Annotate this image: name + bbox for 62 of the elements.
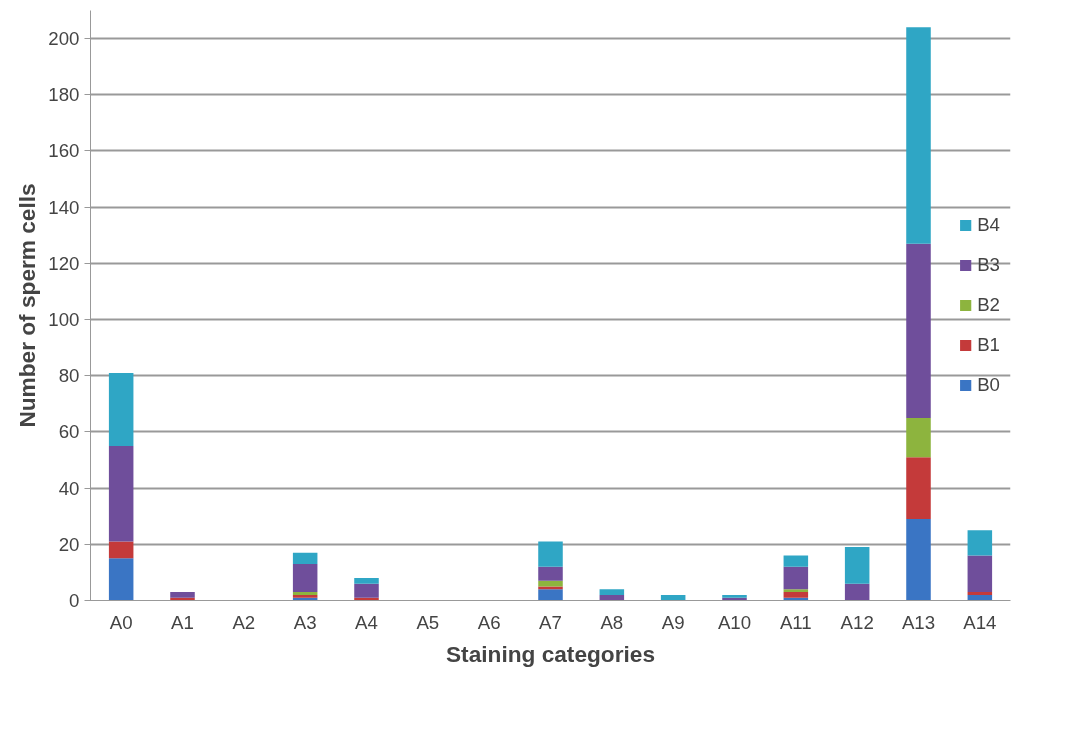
bar bbox=[967, 555, 993, 593]
bar bbox=[844, 583, 870, 601]
bar bbox=[538, 589, 563, 601]
bar bbox=[906, 519, 931, 601]
x-tick-label: A8 bbox=[600, 611, 624, 633]
bar bbox=[108, 558, 134, 601]
bar bbox=[967, 530, 993, 556]
bar bbox=[783, 566, 809, 590]
bar bbox=[844, 547, 870, 584]
y-tick-label: 140 bbox=[48, 196, 80, 218]
y-tick-label: 20 bbox=[58, 533, 80, 555]
x-tick-label: A5 bbox=[416, 611, 440, 633]
bar bbox=[354, 578, 379, 584]
x-tick-label: A1 bbox=[171, 611, 194, 633]
legend-label: B0 bbox=[977, 374, 1000, 396]
x-tick-label: A6 bbox=[477, 611, 501, 633]
x-tick-label: A3 bbox=[293, 611, 317, 633]
bar bbox=[599, 589, 625, 595]
bar bbox=[108, 372, 134, 446]
bar bbox=[906, 243, 931, 418]
x-axis-title: Staining categories bbox=[446, 640, 655, 667]
bar bbox=[783, 592, 809, 598]
legend-label: B2 bbox=[977, 294, 1000, 316]
x-tick-label: A4 bbox=[355, 611, 378, 633]
y-tick-label: 40 bbox=[58, 477, 80, 499]
y-tick-label: 120 bbox=[48, 252, 80, 274]
bar bbox=[783, 589, 809, 593]
bar bbox=[906, 417, 931, 458]
legend-label: B3 bbox=[977, 254, 1000, 276]
bar bbox=[967, 592, 993, 595]
bar bbox=[170, 592, 195, 598]
x-tick-label: A7 bbox=[539, 611, 562, 633]
x-tick-label: A14 bbox=[963, 611, 997, 633]
bar bbox=[108, 541, 134, 559]
bar bbox=[538, 541, 563, 567]
bar bbox=[906, 457, 931, 520]
bar bbox=[292, 552, 318, 564]
y-tick-label: 160 bbox=[48, 140, 80, 162]
y-tick-label: 180 bbox=[48, 84, 80, 106]
y-tick-label: 60 bbox=[58, 421, 80, 443]
bar bbox=[538, 566, 563, 581]
y-tick-label: 200 bbox=[48, 28, 80, 50]
y-tick-label: 0 bbox=[69, 590, 80, 611]
bar bbox=[783, 555, 809, 567]
y-axis-title: Number of sperm cells bbox=[14, 183, 41, 428]
y-tick-label: 100 bbox=[48, 309, 80, 331]
bar bbox=[538, 580, 563, 587]
bar bbox=[538, 586, 563, 590]
x-tick-label: A2 bbox=[232, 611, 256, 633]
legend-label: B1 bbox=[977, 334, 1000, 356]
y-tick-label: 80 bbox=[58, 365, 80, 387]
x-tick-label: A10 bbox=[717, 611, 752, 633]
x-tick-label: A0 bbox=[109, 611, 133, 633]
bar bbox=[906, 27, 931, 244]
bar bbox=[108, 445, 134, 542]
x-tick-label: A9 bbox=[661, 611, 685, 633]
x-tick-label: A11 bbox=[779, 611, 812, 633]
bar bbox=[292, 563, 318, 593]
x-tick-label: A12 bbox=[840, 611, 874, 633]
x-tick-label: A13 bbox=[901, 611, 936, 633]
legend-label: B4 bbox=[977, 214, 1000, 236]
bar bbox=[354, 583, 379, 598]
